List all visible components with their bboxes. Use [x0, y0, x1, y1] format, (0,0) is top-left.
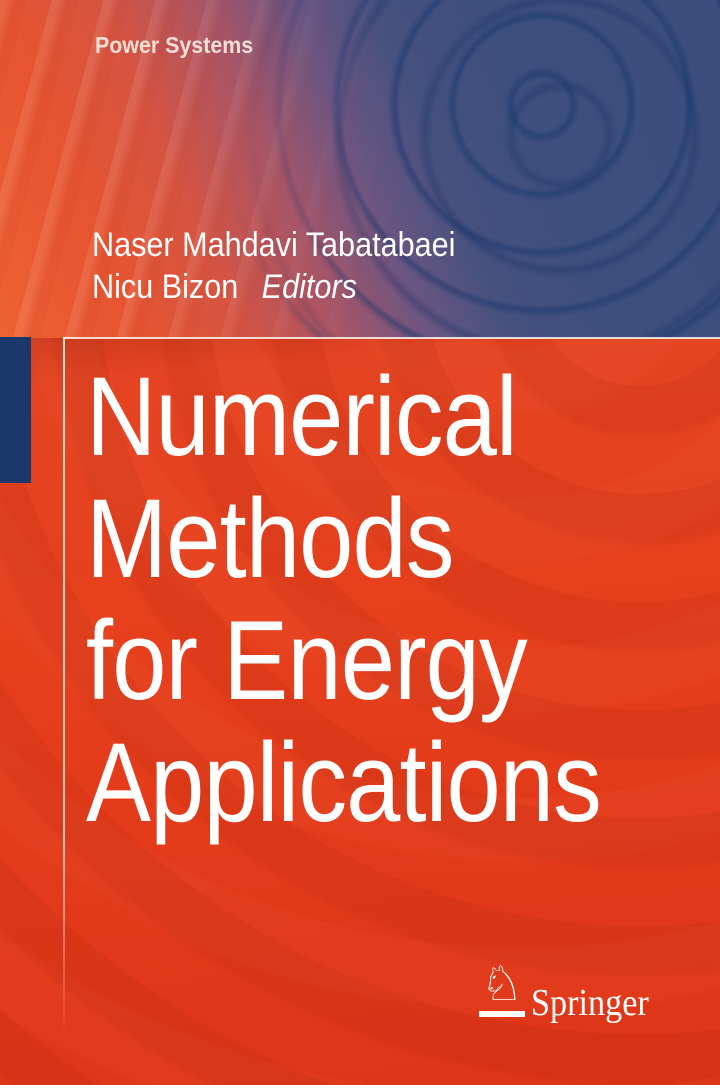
- publisher-logo: ♘: [478, 960, 526, 1017]
- series-title: Power Systems: [95, 32, 254, 58]
- title-line-4: Applications: [86, 720, 602, 845]
- top-banner: [0, 0, 720, 338]
- authors-block: Naser Mahdavi Tabatabaei Nicu Bizon Edito…: [92, 224, 455, 308]
- title-line-3: for Energy: [86, 598, 528, 723]
- title-frame-top-line: [63, 337, 720, 339]
- navy-accent-block: [0, 337, 31, 483]
- title-background-panel: [0, 338, 720, 1085]
- publisher-name: Springer: [531, 982, 649, 1024]
- author-name-2: Nicu Bizon: [92, 268, 239, 306]
- title-frame-left-line: [63, 337, 65, 1037]
- author-line-1: Naser Mahdavi Tabatabaei: [92, 226, 456, 264]
- chess-knight-icon: ♘: [480, 956, 524, 1012]
- editors-label: Editors: [261, 268, 357, 306]
- logo-underline-bar: [479, 1011, 525, 1017]
- book-title: Numerical Methods for Energy Application…: [86, 354, 602, 845]
- author-line-2: Nicu Bizon Editors: [92, 266, 455, 308]
- water-ripple-pattern: [0, 0, 720, 338]
- title-line-2: Methods: [86, 476, 455, 601]
- title-line-1: Numerical: [86, 354, 518, 479]
- red-ripple-texture: [0, 338, 720, 1085]
